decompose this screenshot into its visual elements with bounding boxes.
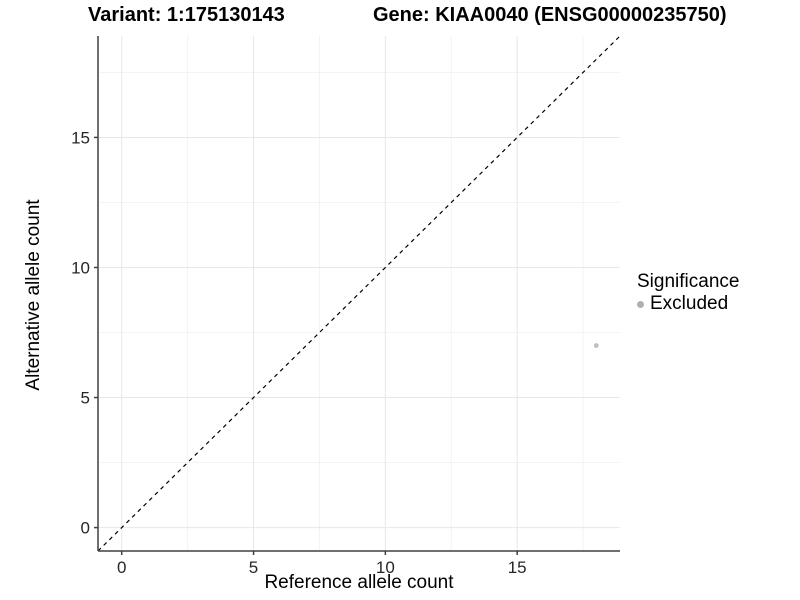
- data-point: [593, 343, 599, 348]
- x-tick-label: 15: [508, 558, 527, 577]
- x-axis-title: Reference allele count: [264, 572, 454, 593]
- identity-line: [97, 35, 621, 552]
- y-tick-label: 5: [81, 389, 90, 408]
- x-tick-label: 0: [117, 558, 126, 577]
- x-tick-label: 10: [376, 558, 395, 577]
- plot-title-gene: Gene: KIAA0040 (ENSG00000235750): [373, 4, 727, 26]
- plot-title-variant: Variant: 1:175130143: [88, 4, 285, 26]
- y-tick-label: 15: [71, 128, 90, 147]
- x-tick-label: 5: [249, 558, 258, 577]
- y-axis-title: Alternative allele count: [23, 199, 44, 391]
- legend-title: Significance: [637, 271, 740, 292]
- legend: Significance Excluded: [637, 271, 739, 315]
- y-tick-label: 10: [71, 258, 90, 277]
- legend-item-label: Excluded: [650, 293, 729, 314]
- legend-key-dot-icon: [637, 300, 644, 308]
- y-tick-label: 0: [81, 519, 90, 538]
- legend-item-excluded: Excluded: [637, 293, 739, 315]
